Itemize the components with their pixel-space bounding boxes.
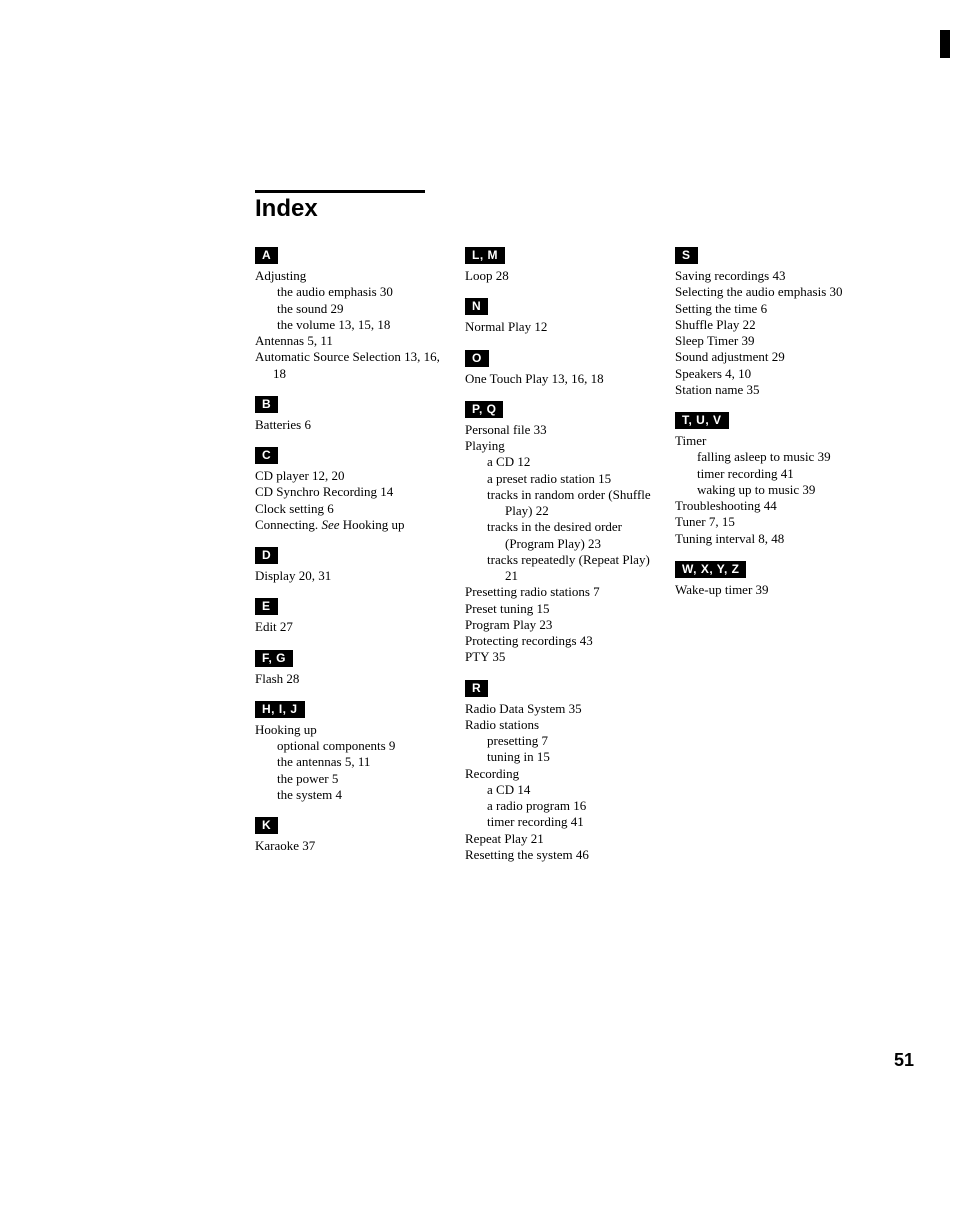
index-subentry: a preset radio station 15: [487, 471, 651, 487]
index-entry: Display 20, 31: [255, 568, 441, 584]
index-entry: Loop 28: [465, 268, 651, 284]
index-entry: Program Play 23: [465, 617, 651, 633]
index-column: A Adjustingthe audio emphasis 30the sound…: [255, 247, 441, 854]
index-entry: Automatic Source Selection 13, 16, 18: [255, 349, 441, 382]
letter-heading: P, Q: [465, 401, 503, 418]
letter-heading: F, G: [255, 650, 293, 667]
index-subentry: waking up to music 39: [697, 482, 861, 498]
index-subentries: a CD 14a radio program 16timer recording…: [465, 782, 651, 831]
index-entry: Recording: [465, 766, 651, 782]
index-entry: Preset tuning 15: [465, 601, 651, 617]
index-subentry: a radio program 16: [487, 798, 651, 814]
index-subentry: optional components 9: [277, 738, 441, 754]
index-entry: Protecting recordings 43: [465, 633, 651, 649]
index-entry: Radio stations: [465, 717, 651, 733]
letter-heading: B: [255, 396, 278, 413]
index-entry: Hooking up: [255, 722, 441, 738]
letter-heading: C: [255, 447, 278, 464]
page-title: Index: [255, 195, 894, 223]
index-entry: Tuner 7, 15: [675, 514, 861, 530]
letter-heading: N: [465, 298, 488, 315]
index-subentry: the sound 29: [277, 301, 441, 317]
index-entry: Clock setting 6: [255, 501, 441, 517]
index-subentries: a CD 12a preset radio station 15tracks i…: [465, 454, 651, 584]
index-entry: One Touch Play 13, 16, 18: [465, 371, 651, 387]
index-subentry: timer recording 41: [697, 466, 861, 482]
index-entry: Playing: [465, 438, 651, 454]
index-subentry: presetting 7: [487, 733, 651, 749]
letter-heading: L, M: [465, 247, 505, 264]
index-entry: Edit 27: [255, 619, 441, 635]
index-entry: Radio Data System 35: [465, 701, 651, 717]
index-entry: Shuffle Play 22: [675, 317, 861, 333]
letter-heading: S: [675, 247, 698, 264]
letter-heading: O: [465, 350, 489, 367]
letter-heading: R: [465, 680, 488, 697]
letter-heading: A: [255, 247, 278, 264]
page-number: 51: [894, 1050, 914, 1071]
index-entry: CD Synchro Recording 14: [255, 484, 441, 500]
index-column: L, M Loop 28 N Normal Play 12 O One Touch Pla…: [465, 247, 651, 863]
letter-heading: E: [255, 598, 278, 615]
index-subentries: the audio emphasis 30the sound 29the vol…: [255, 284, 441, 333]
index-column: S Saving recordings 43Selecting the audio…: [675, 247, 861, 598]
letter-heading: T, U, V: [675, 412, 729, 429]
index-subentry: the power 5: [277, 771, 441, 787]
index-entry: Selecting the audio emphasis 30: [675, 284, 861, 300]
letter-heading: K: [255, 817, 278, 834]
letter-heading: W, X, Y, Z: [675, 561, 746, 578]
index-entry: Setting the time 6: [675, 301, 861, 317]
title-rule: [255, 190, 425, 193]
index-entry: Sound adjustment 29: [675, 349, 861, 365]
index-entry: Tuning interval 8, 48: [675, 531, 861, 547]
index-entry: Batteries 6: [255, 417, 441, 433]
letter-heading: H, I, J: [255, 701, 305, 718]
index-subentry: the audio emphasis 30: [277, 284, 441, 300]
index-entry: Troubleshooting 44: [675, 498, 861, 514]
index-subentry: tracks repeatedly (Repeat Play) 21: [487, 552, 651, 585]
index-entry: Antennas 5, 11: [255, 333, 441, 349]
index-columns: A Adjustingthe audio emphasis 30the sound…: [255, 247, 894, 863]
index-entry: Saving recordings 43: [675, 268, 861, 284]
index-entry: Connecting. See Hooking up: [255, 517, 441, 533]
index-entry: Wake-up timer 39: [675, 582, 861, 598]
index-entry: Normal Play 12: [465, 319, 651, 335]
index-subentry: the volume 13, 15, 18: [277, 317, 441, 333]
page-edge-mark: [940, 30, 950, 58]
index-entry: Speakers 4, 10: [675, 366, 861, 382]
index-entry: PTY 35: [465, 649, 651, 665]
index-entry: CD player 12, 20: [255, 468, 441, 484]
index-entry: Presetting radio stations 7: [465, 584, 651, 600]
index-subentries: presetting 7tuning in 15: [465, 733, 651, 766]
index-subentries: optional components 9the antennas 5, 11t…: [255, 738, 441, 803]
index-subentry: tuning in 15: [487, 749, 651, 765]
index-subentries: falling asleep to music 39timer recordin…: [675, 449, 861, 498]
index-subentry: a CD 12: [487, 454, 651, 470]
index-entry: Personal file 33: [465, 422, 651, 438]
index-subentry: the system 4: [277, 787, 441, 803]
index-entry: Repeat Play 21: [465, 831, 651, 847]
index-entry: Sleep Timer 39: [675, 333, 861, 349]
index-subentry: timer recording 41: [487, 814, 651, 830]
index-subentry: tracks in random order (Shuffle Play) 22: [487, 487, 651, 520]
index-subentry: a CD 14: [487, 782, 651, 798]
index-entry: Station name 35: [675, 382, 861, 398]
index-subentry: the antennas 5, 11: [277, 754, 441, 770]
index-entry: Timer: [675, 433, 861, 449]
index-entry: Resetting the system 46: [465, 847, 651, 863]
index-page: Index AAdjustingthe audio emphasis 30the…: [0, 0, 954, 1180]
index-entry: Karaoke 37: [255, 838, 441, 854]
index-entry: Adjusting: [255, 268, 441, 284]
index-entry: Flash 28: [255, 671, 441, 687]
index-subentry: falling asleep to music 39: [697, 449, 861, 465]
index-subentry: tracks in the desired order (Program Pla…: [487, 519, 651, 552]
letter-heading: D: [255, 547, 278, 564]
